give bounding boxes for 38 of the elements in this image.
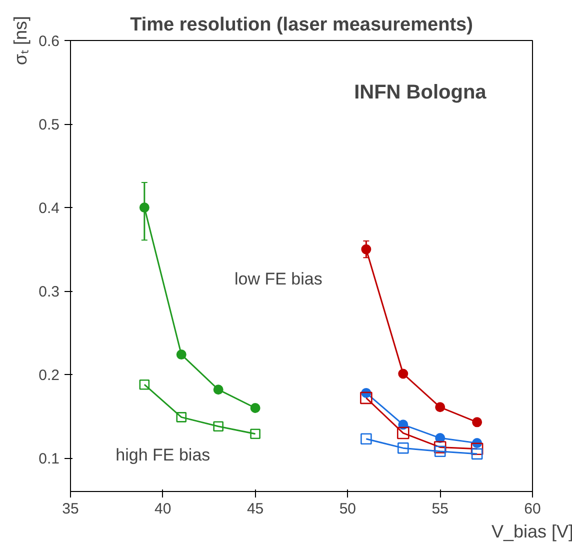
x-tick-label: 45 bbox=[246, 500, 264, 518]
annotation: INFN Bologna bbox=[354, 82, 488, 104]
annotation: low FE bias bbox=[234, 270, 322, 289]
point bbox=[213, 421, 224, 432]
point bbox=[176, 350, 186, 360]
y-tick-label: 0.2 bbox=[38, 367, 60, 384]
point bbox=[176, 412, 187, 422]
point bbox=[471, 448, 483, 460]
annotation: high FE bias bbox=[116, 445, 210, 464]
x-tick-label: 55 bbox=[432, 500, 448, 518]
x-tick-label: 60 bbox=[524, 500, 541, 518]
point bbox=[360, 392, 372, 404]
point bbox=[472, 417, 482, 428]
y-axis-title: σₜ [ns] bbox=[10, 16, 31, 66]
point bbox=[213, 384, 224, 395]
point bbox=[434, 446, 446, 458]
point bbox=[397, 442, 409, 454]
point bbox=[434, 441, 446, 454]
point bbox=[360, 433, 372, 445]
point bbox=[396, 426, 410, 440]
x-axis-title: V_bias [V] bbox=[491, 522, 572, 542]
point bbox=[361, 244, 372, 254]
point bbox=[250, 402, 260, 413]
y-tick-label: 0.5 bbox=[38, 116, 60, 134]
point bbox=[139, 379, 150, 390]
point bbox=[398, 368, 408, 379]
chart-title: Time resolution (laser measurements) bbox=[130, 14, 473, 36]
y-tick-label: 0.6 bbox=[38, 33, 60, 50]
point bbox=[435, 402, 446, 412]
y-tick-label: 0.1 bbox=[38, 450, 60, 468]
x-tick-label: 35 bbox=[62, 500, 79, 518]
y-tick-label: 0.4 bbox=[38, 200, 60, 218]
x-tick-label: 40 bbox=[154, 500, 172, 518]
point bbox=[470, 442, 484, 456]
point bbox=[139, 202, 150, 213]
point bbox=[250, 428, 260, 440]
x-tick-label: 50 bbox=[339, 500, 356, 518]
y-tick-label: 0.3 bbox=[38, 284, 60, 301]
